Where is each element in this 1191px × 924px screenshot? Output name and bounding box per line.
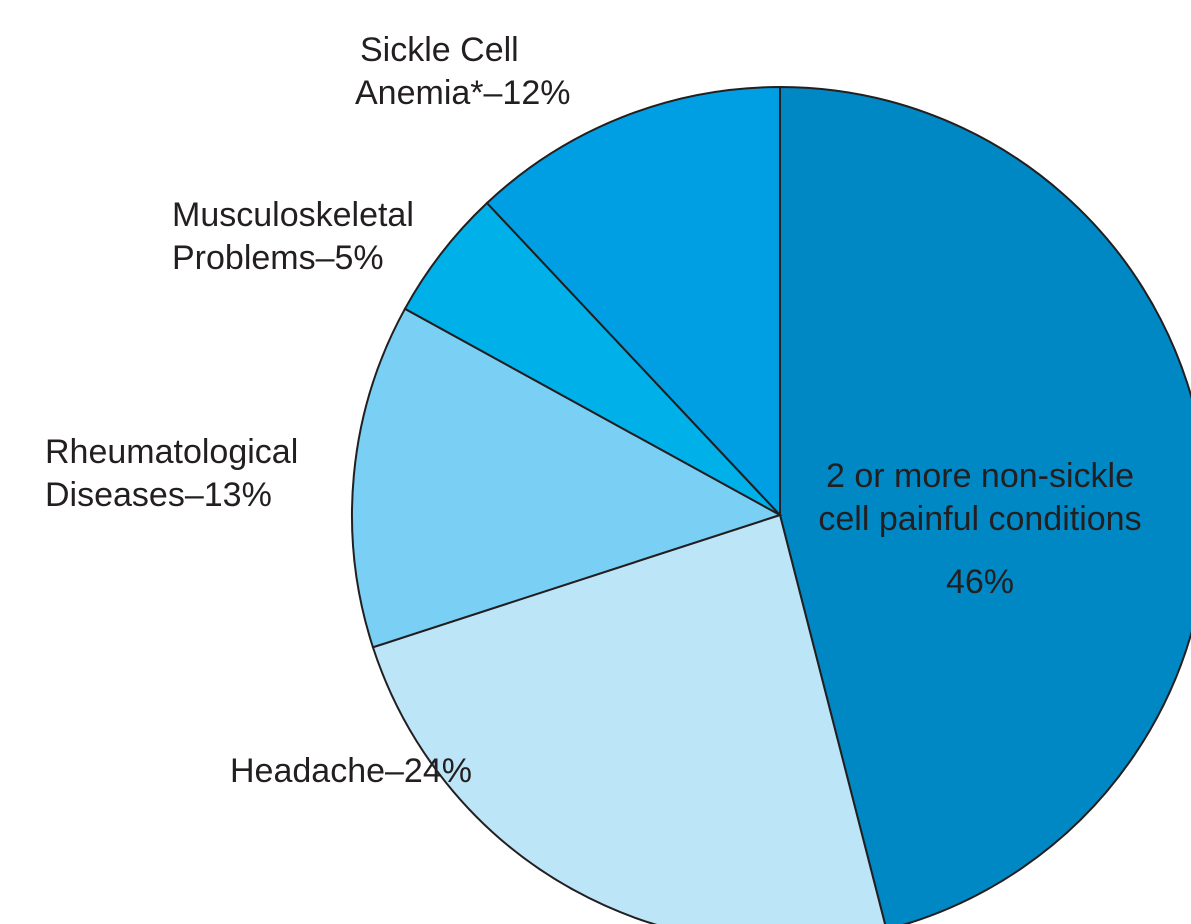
- pie-slice: [371, 513, 887, 924]
- value-label: –12%: [484, 74, 571, 112]
- slice-label: Headache: [230, 752, 385, 790]
- label-line: Musculoskeletal: [172, 196, 414, 234]
- label-line: Anemia*: [355, 74, 484, 112]
- label-line: Rheumatological: [45, 433, 298, 471]
- label-line: Sickle Cell: [360, 31, 519, 69]
- value-label: –13%: [185, 476, 272, 514]
- label-line: Diseases: [45, 476, 185, 514]
- value-label: –5%: [316, 239, 384, 277]
- label-line: Headache: [230, 752, 385, 790]
- slice-label: 2 or more non-sickle cell painful conditi…: [818, 457, 1141, 538]
- pie-slice: [779, 85, 1191, 924]
- label-line: cell painful conditions: [818, 500, 1141, 538]
- slice-label: Sickle Cell Anemia*: [355, 31, 519, 112]
- label-line: Problems: [172, 239, 316, 277]
- label-line: 2 or more non-sickle: [826, 457, 1134, 495]
- slice-label: Rheumatological Diseases: [45, 433, 298, 514]
- pie-slice: [485, 85, 781, 518]
- pie-slice: [351, 307, 783, 649]
- value-label: –24%: [385, 752, 472, 790]
- value-label: 46%: [946, 563, 1014, 601]
- slice-label: Musculoskeletal Problems: [172, 196, 414, 277]
